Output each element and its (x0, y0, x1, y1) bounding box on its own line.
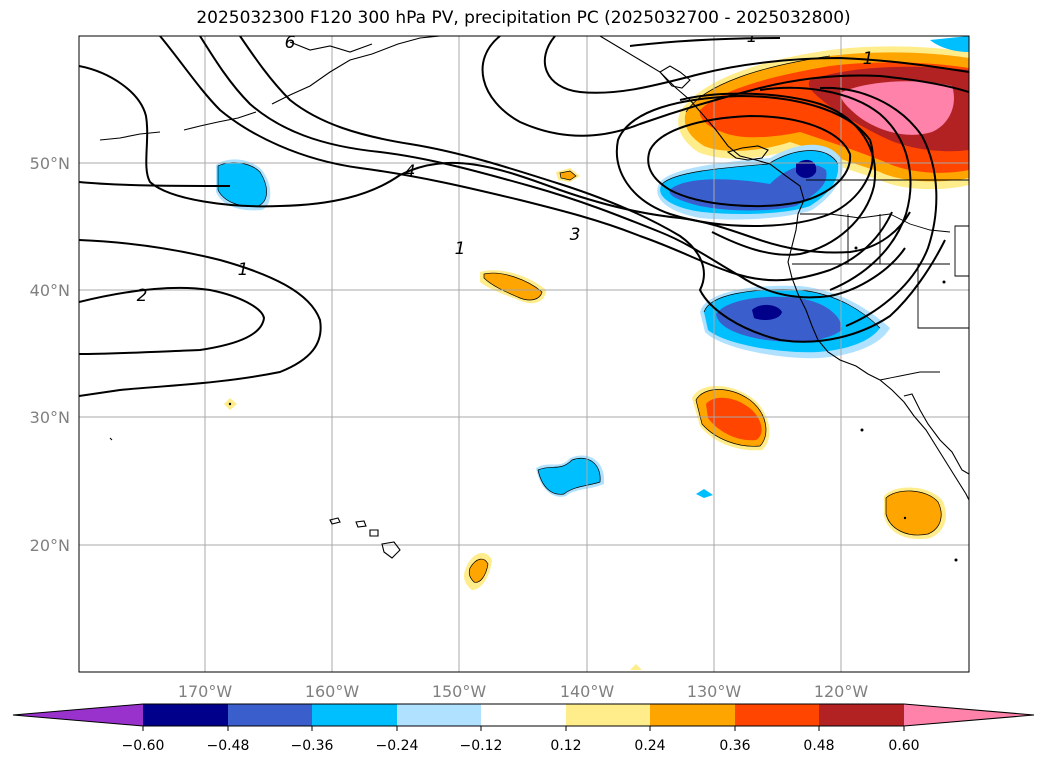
lat-tick: 50°N (30, 154, 70, 173)
map-frame (78, 35, 970, 673)
pv-label: 1 (747, 27, 758, 47)
colorbar-bin (566, 704, 650, 726)
coastlines (99, 36, 969, 559)
colorbar-tick-label: −0.12 (460, 738, 503, 754)
pv-contour-labels: 6 4 3 1 1 2 1 1 (137, 27, 874, 306)
colorbar-bin (143, 704, 228, 726)
colorbar-bin (228, 704, 312, 726)
lon-tick: 150°W (432, 682, 487, 701)
pv-label: 6 (285, 33, 296, 53)
colorbar-bin (481, 704, 566, 726)
pv-contours (79, 36, 969, 397)
pv-label: 1 (863, 49, 874, 69)
colorbar-tick-label: 0.12 (550, 738, 581, 754)
lon-tick: 170°W (178, 682, 233, 701)
colorbar-tick-label: 0.36 (719, 738, 750, 754)
colorbar-bin (397, 704, 481, 726)
small-islands (228, 246, 958, 562)
map-area: 6 4 3 1 1 2 1 1 (79, 27, 969, 672)
colorbar-tick-label: −0.36 (291, 738, 334, 754)
lat-tick: 20°N (30, 536, 70, 555)
pv-label: 3 (570, 225, 581, 245)
lon-tick: 120°W (814, 682, 869, 701)
precip-negative-ca (700, 285, 890, 359)
pv-label: 4 (405, 162, 416, 182)
lon-tick: 140°W (560, 682, 615, 701)
lon-tick-labels: 170°W 160°W 150°W 140°W 130°W 120°W (178, 682, 869, 701)
colorbar-tick-label: 0.60 (888, 738, 919, 754)
colorbar: −0.60 −0.48 −0.36 −0.24 −0.12 0.12 0.24 … (12, 703, 1035, 754)
colorbar-extend-min (13, 704, 143, 726)
colorbar-tick-label: −0.60 (122, 738, 165, 754)
colorbar-bin (819, 704, 904, 726)
colorbar-tick-label: 0.48 (803, 738, 834, 754)
lat-tick: 30°N (30, 408, 70, 427)
colorbar-tick-label: −0.48 (207, 738, 250, 754)
pv-label: 1 (455, 239, 466, 259)
colorbar-bin (650, 704, 735, 726)
lat-tick: 40°N (30, 281, 70, 300)
pv-label: 2 (137, 286, 148, 306)
colorbar-tick-marks (142, 726, 905, 731)
lat-tick-labels: 50°N 40°N 30°N 20°N (30, 154, 70, 555)
colorbar-tick-label: −0.24 (376, 738, 419, 754)
colorbar-bin (735, 704, 819, 726)
colorbar-tick-labels: −0.60 −0.48 −0.36 −0.24 −0.12 0.12 0.24 … (122, 738, 920, 754)
pv-label: 1 (238, 260, 249, 280)
lon-tick: 160°W (305, 682, 360, 701)
colorbar-tick-label: 0.24 (634, 738, 665, 754)
lon-tick: 130°W (687, 682, 742, 701)
map-title: 2025032300 F120 300 hPa PV, precipitatio… (196, 8, 851, 28)
colorbar-bin (312, 704, 397, 726)
graticule (79, 36, 969, 672)
colorbar-extend-max (904, 704, 1034, 726)
